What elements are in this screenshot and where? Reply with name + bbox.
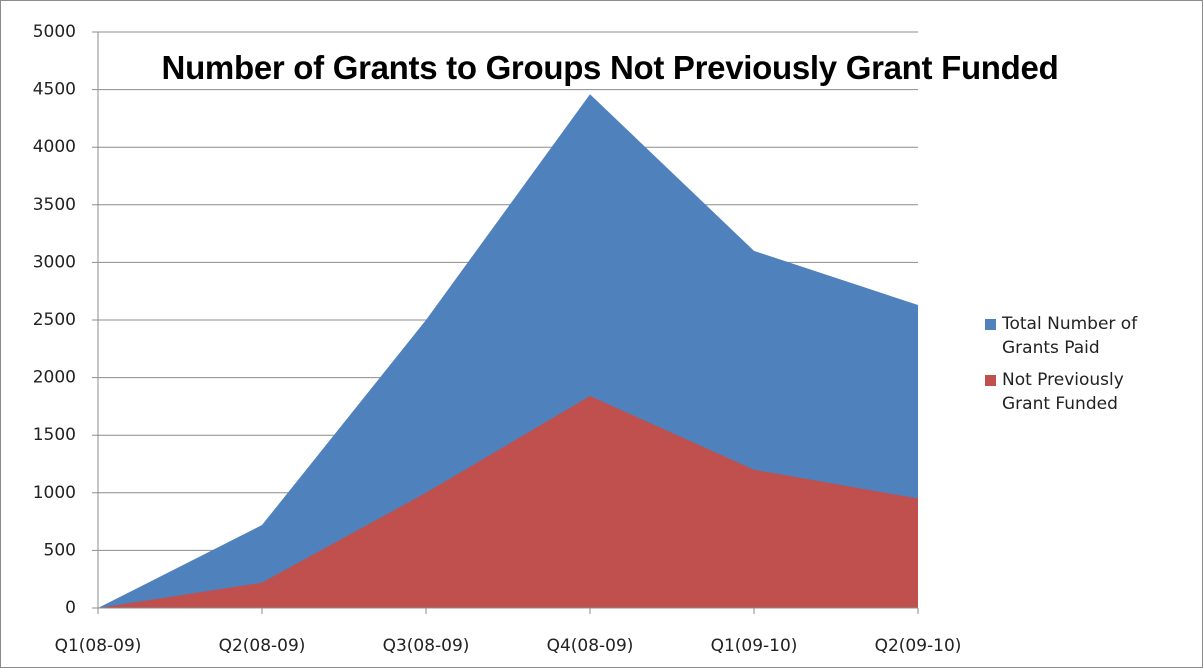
y-tick-label: 1500 bbox=[33, 425, 76, 445]
y-tick-label: 4000 bbox=[33, 137, 76, 157]
y-tick-label: 2000 bbox=[33, 368, 76, 388]
area bbox=[98, 396, 918, 608]
legend-label: Not Previously Grant Funded bbox=[1002, 370, 1124, 414]
y-tick-label: 4500 bbox=[33, 80, 76, 100]
chart-title: Number of Grants to Groups Not Previousl… bbox=[161, 49, 1059, 86]
y-tick-label: 3500 bbox=[33, 195, 76, 215]
legend-swatch bbox=[985, 375, 996, 386]
y-tick-label: 5000 bbox=[33, 22, 76, 42]
x-tick-label: Q1(08-09) bbox=[55, 636, 142, 656]
y-tick-label: 500 bbox=[44, 540, 76, 560]
x-tick-label: Q4(08-09) bbox=[547, 636, 634, 656]
x-tick-label: Q2(09-10) bbox=[875, 636, 962, 656]
x-tick-label: Q2(08-09) bbox=[219, 636, 306, 656]
legend-label: Total Number of Grants Paid bbox=[1002, 314, 1138, 358]
y-tick-label: 2500 bbox=[33, 310, 76, 330]
y-tick-label: 0 bbox=[65, 598, 76, 618]
y-tick-label: 3000 bbox=[33, 252, 76, 272]
x-tick-label: Q1(09-10) bbox=[711, 636, 798, 656]
legend-swatch bbox=[985, 319, 996, 330]
x-tick-label: Q3(08-09) bbox=[383, 636, 470, 656]
y-tick-label: 1000 bbox=[33, 483, 76, 503]
